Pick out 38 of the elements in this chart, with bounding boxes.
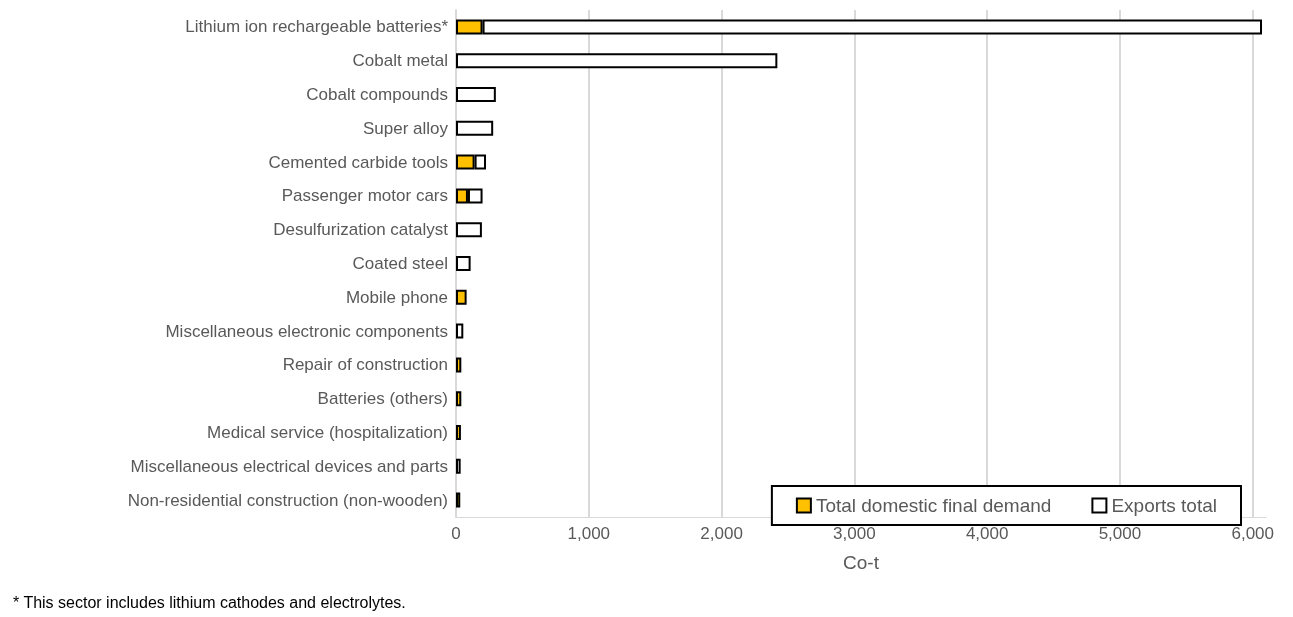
bar [456,492,461,508]
y-tick-label: Non-residential construction (non-wooden) [127,490,448,510]
bar [456,87,496,102]
y-tick-label: Cobalt compounds [306,85,448,104]
x-tick-label: 6,000 [1231,524,1274,543]
bar [456,323,464,339]
y-tick-label: Passenger motor cars [281,186,448,206]
y-tick-label: Lithium ion rechargeable batteries* [185,17,449,37]
bar [456,53,778,69]
x-tick-label: 0 [451,524,461,543]
y-tick-label: Repair of construction [282,355,448,375]
text: * This sector includes lithium cathodes and electrolytes. [13,593,406,611]
y-tick-label: Miscellaneous electronic components [165,321,448,341]
bar [456,458,461,474]
legend-label: Total domestic final demand [815,495,1052,516]
y-tick-label: Coated steel [352,254,448,273]
x-tick-label: 2,000 [700,524,743,543]
bar [456,357,462,373]
x-tick-label: 3,000 [833,524,876,543]
x-tick-label: 1,000 [567,524,611,543]
y-tick-label: Cemented carbide tools [268,152,448,172]
bar [456,120,494,136]
y-tick-label: Medical service (hospitalization) [207,423,448,442]
x-tick-label: 5,000 [1098,524,1142,543]
y-tick-label: Super alloy [362,118,449,138]
y-tick-label: Batteries (others) [317,389,448,409]
x-tick-label: 4,000 [965,524,1009,543]
bar [456,222,482,238]
y-tick-label: Mobile phone [345,287,448,307]
bar [456,289,467,305]
x-axis-title: Co-t [843,552,880,573]
bar [456,391,462,407]
y-tick-label: Miscellaneous electrical devices and parts [130,456,448,476]
y-tick-label: Desulfurization catalyst [273,220,449,240]
legend-label: Exports total [1111,495,1218,516]
bar [456,425,461,440]
y-tick-label: Cobalt metal [352,51,448,71]
bar [456,256,471,271]
